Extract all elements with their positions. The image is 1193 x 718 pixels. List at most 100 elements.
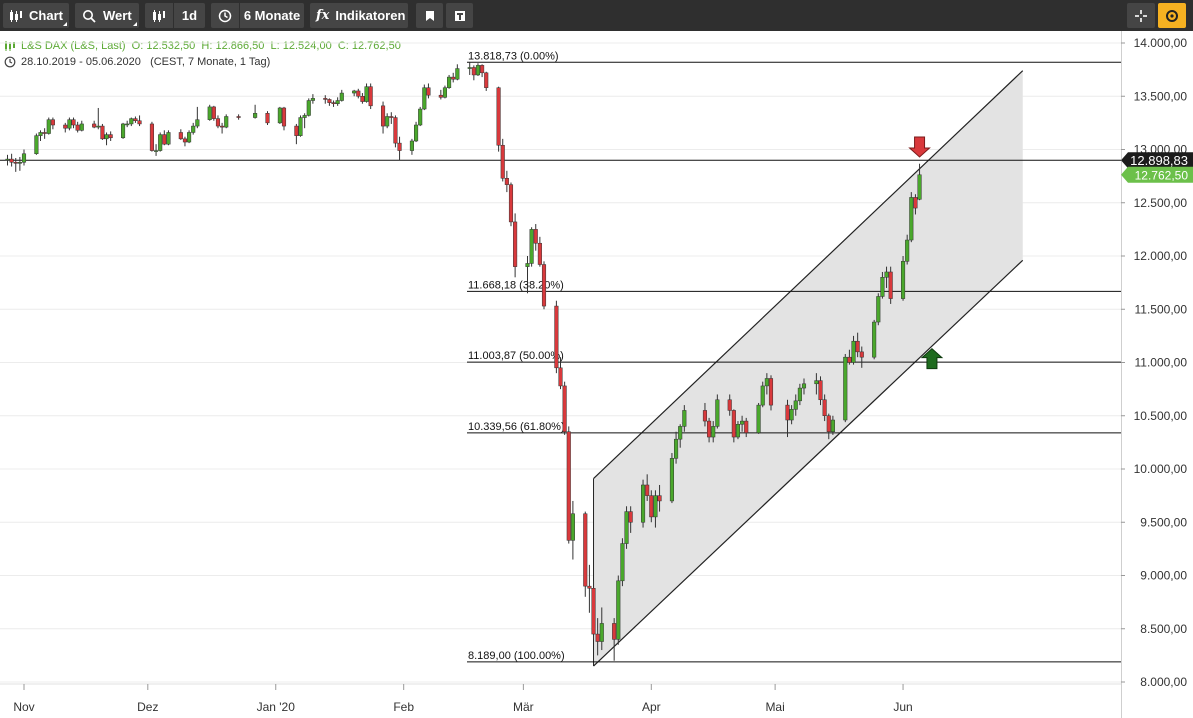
candle-body [620, 543, 625, 582]
x-tick-label: Jan '20 [257, 700, 296, 714]
channel-lower-line [593, 259, 1024, 667]
candle-body [294, 125, 299, 136]
chart-type-button[interactable]: Chart [3, 3, 69, 28]
candle-body [5, 158, 10, 161]
interval-icon-button[interactable] [145, 3, 173, 28]
fib-label: 11.003,87 (50.00%) [468, 350, 564, 362]
marker-button[interactable] [416, 3, 443, 28]
crosshair-button[interactable] [1127, 3, 1155, 28]
x-tick-label: Mär [513, 700, 534, 714]
candle-body [616, 580, 621, 640]
candle-body [397, 142, 402, 151]
candle-body [562, 385, 567, 432]
y-tick-label: 11.000,00 [1135, 356, 1188, 370]
candle-body [323, 98, 328, 100]
candle-body [108, 134, 113, 139]
fib-label: 10.339,56 (61.80%) [468, 421, 565, 433]
candle-body [641, 484, 646, 523]
candle-body [859, 351, 864, 358]
candle-body [789, 409, 794, 421]
candle-body [657, 495, 662, 502]
candle-body [137, 120, 142, 125]
candle-body [380, 105, 386, 127]
candle-body [426, 87, 431, 96]
candle-body [715, 399, 720, 427]
candle-body [913, 197, 918, 209]
text-tool-button[interactable] [446, 3, 473, 28]
candle-body [793, 400, 798, 410]
candle-body [653, 495, 658, 518]
candle-body [104, 134, 109, 140]
gear-icon [1166, 9, 1178, 22]
candle-body [46, 119, 51, 134]
candlestick-icon [153, 9, 165, 22]
candle-body [826, 415, 831, 432]
x-tick-label: Jun [893, 700, 912, 714]
value-label: Wert [103, 8, 132, 23]
candle-body [335, 100, 340, 104]
candle-body [67, 119, 72, 129]
candle-body [558, 367, 563, 387]
candle-body [674, 438, 679, 459]
candle-body [744, 420, 749, 434]
candle-body [129, 118, 134, 125]
y-tick-label: 12.000,00 [1134, 249, 1188, 263]
candle-body [149, 123, 154, 151]
candle-body [471, 67, 476, 76]
interval-label: 1d [181, 8, 198, 23]
candle-body [178, 132, 183, 140]
range-value[interactable]: 6 Monate [240, 3, 304, 28]
candle-body [438, 94, 443, 98]
range-icon-button[interactable] [211, 3, 239, 28]
candle-body [612, 623, 617, 640]
candle-body [901, 261, 906, 299]
candle-body [21, 153, 27, 163]
candle-body [92, 123, 97, 128]
range-selector[interactable]: 6 Monate [211, 3, 304, 28]
toolbar: Chart Wert 1d 6 Monate fx Indikatoren [0, 0, 1193, 31]
candle-body [843, 356, 848, 421]
dropdown-corner-icon [133, 22, 137, 26]
candle-body [75, 124, 80, 131]
indicators-button[interactable]: fx Indikatoren [310, 3, 408, 28]
candle-body [880, 277, 885, 297]
sell-arrow-icon [908, 136, 931, 158]
candle-body [599, 623, 604, 642]
candle-body [624, 511, 629, 544]
date-range: 28.10.2019 - 05.06.2020 [21, 56, 141, 68]
trend-channel [593, 70, 1023, 667]
fib-label: 8.189,00 (100.00%) [468, 650, 565, 662]
candle-body [182, 138, 188, 143]
y-tick-label: 8.500,00 [1140, 622, 1187, 636]
candle-body [100, 125, 105, 140]
candle-body [455, 68, 460, 80]
candle-body [385, 116, 390, 127]
candle-body [740, 420, 745, 425]
candle-body [166, 132, 171, 145]
text-icon [454, 10, 465, 21]
candle-body [525, 263, 530, 267]
candle-body [678, 426, 683, 440]
candle-body [211, 106, 216, 119]
candle-body [34, 135, 39, 155]
interval-value[interactable]: 1d [174, 3, 205, 28]
candle-body [253, 113, 258, 118]
interval-selector[interactable]: 1d [145, 3, 205, 28]
function-icon: fx [316, 8, 330, 23]
price-chart[interactable]: 13.818,73 (0.00%) 11.668,18 (38.20%) 11.00… [0, 31, 1193, 718]
candle-body [187, 132, 192, 143]
candle-body [393, 117, 398, 144]
candle-body [905, 239, 910, 262]
close-price-label: 12.762,50 [1135, 168, 1189, 182]
fib-label: 13.818,73 (0.00%) [468, 50, 559, 62]
candle-body [537, 242, 542, 265]
candle-body [727, 399, 732, 411]
value-button[interactable]: Wert [75, 3, 139, 28]
candle-body [583, 513, 588, 587]
x-tick-label: Feb [393, 700, 414, 714]
y-tick-label: 11.500,00 [1135, 302, 1188, 316]
y-tick-label: 13.500,00 [1134, 89, 1188, 103]
settings-button[interactable] [1158, 3, 1186, 28]
candlestick-icon [9, 8, 23, 24]
candle-body [310, 98, 315, 101]
